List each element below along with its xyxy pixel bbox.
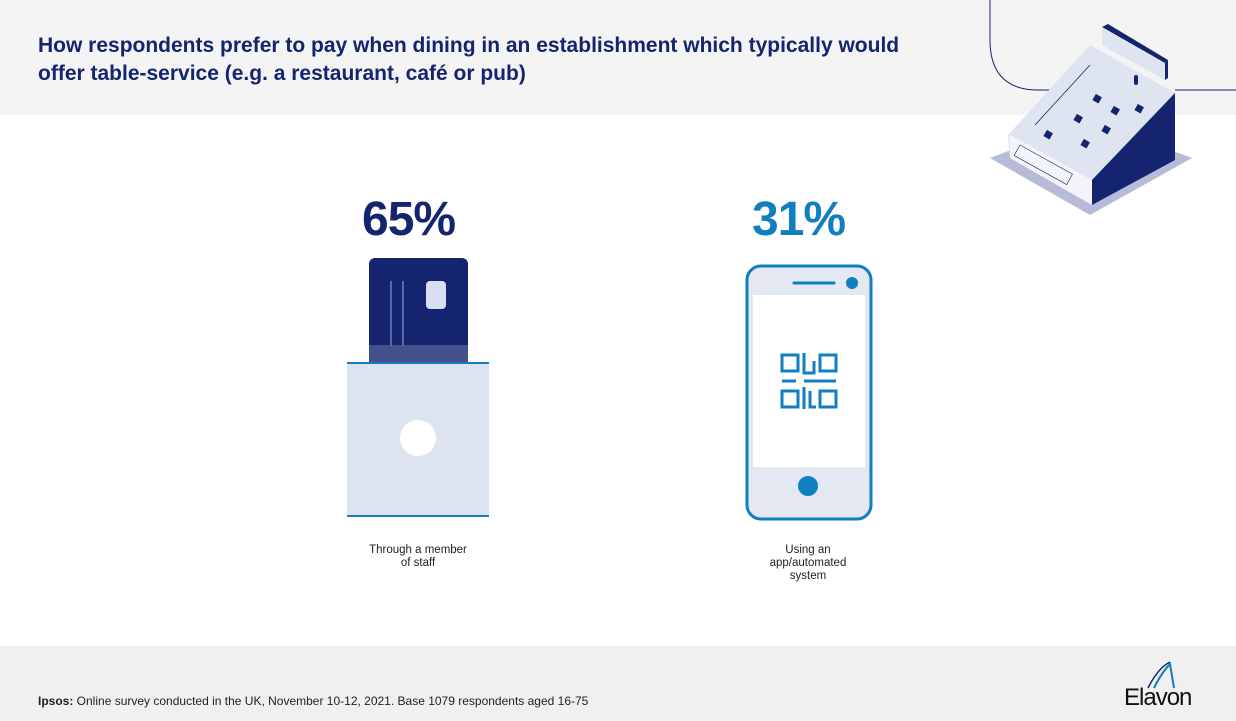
value-label-staff: 65%: [362, 193, 456, 246]
logo-swoosh-icon: [1147, 661, 1175, 689]
page-title: How respondents prefer to pay when dinin…: [38, 34, 900, 85]
category-label-app: Using an app/automated system: [728, 544, 888, 583]
label-line: Through a member: [369, 544, 467, 556]
label-line: of staff: [400, 557, 436, 569]
logo-text: Elavon: [1124, 684, 1192, 711]
category-label-staff: Through a member of staff: [338, 544, 498, 570]
source-note: Ipsos: Online survey conducted in the UK…: [38, 694, 588, 708]
footer: [0, 646, 1236, 721]
elavon-logo: Elavon: [1124, 660, 1224, 712]
value-label-app: 31%: [752, 193, 846, 246]
source-text: Online survey conducted in the UK, Novem…: [73, 694, 589, 708]
card-terminal-icon: [347, 258, 489, 517]
source-prefix: Ipsos:: [38, 694, 74, 708]
header: [0, 0, 1236, 115]
label-line: app/automated: [769, 557, 847, 569]
label-line: system: [789, 570, 827, 582]
cash-register-icon: [989, 0, 1236, 215]
smartphone-qr-icon: [745, 264, 873, 521]
label-line: Using an: [785, 544, 831, 556]
